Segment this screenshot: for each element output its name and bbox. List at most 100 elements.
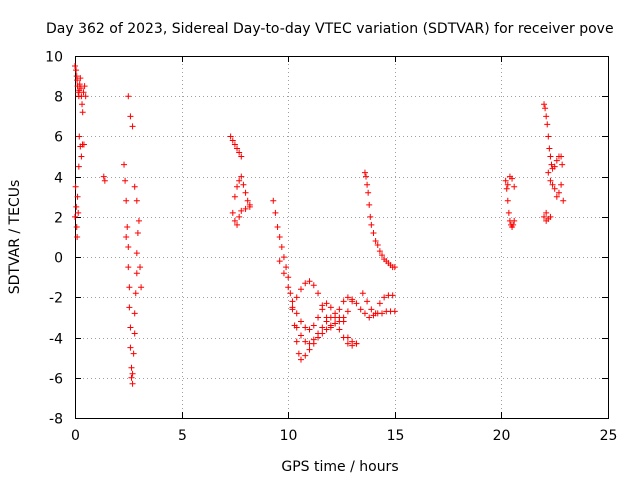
data-point bbox=[370, 229, 377, 236]
data-point bbox=[242, 205, 249, 212]
data-point bbox=[511, 183, 518, 190]
data-point bbox=[82, 93, 89, 100]
data-point bbox=[280, 254, 287, 261]
y-tick-label: 0 bbox=[54, 251, 63, 267]
data-point bbox=[242, 189, 249, 196]
data-point bbox=[503, 185, 510, 192]
data-point bbox=[297, 286, 304, 293]
data-point bbox=[132, 290, 139, 297]
data-point bbox=[289, 304, 296, 311]
data-points bbox=[72, 63, 567, 387]
data-point bbox=[246, 201, 253, 208]
data-point bbox=[293, 324, 300, 331]
data-point bbox=[319, 302, 326, 309]
data-point bbox=[100, 173, 107, 180]
data-point bbox=[73, 67, 80, 74]
data-point bbox=[543, 209, 550, 216]
data-point bbox=[391, 308, 398, 315]
data-point bbox=[504, 181, 511, 188]
data-point bbox=[389, 292, 396, 299]
data-point bbox=[327, 314, 334, 321]
data-point bbox=[276, 234, 283, 240]
data-point bbox=[125, 244, 132, 251]
data-point bbox=[72, 213, 78, 220]
data-point bbox=[366, 314, 373, 321]
data-point bbox=[363, 173, 370, 180]
data-point bbox=[121, 161, 128, 168]
data-point bbox=[509, 175, 516, 182]
data-point bbox=[244, 197, 251, 204]
data-point bbox=[544, 121, 551, 128]
data-point bbox=[75, 209, 82, 216]
data-point bbox=[77, 75, 84, 82]
data-point bbox=[368, 221, 375, 228]
data-point bbox=[131, 183, 138, 190]
data-point bbox=[234, 183, 241, 190]
data-point bbox=[295, 350, 302, 357]
data-point bbox=[553, 157, 560, 164]
data-point bbox=[381, 294, 388, 301]
data-point bbox=[80, 141, 87, 148]
data-point bbox=[376, 300, 383, 307]
data-point bbox=[364, 181, 371, 188]
data-point bbox=[344, 340, 351, 347]
data-point bbox=[231, 141, 238, 148]
data-point bbox=[126, 284, 133, 291]
data-point bbox=[238, 153, 245, 160]
data-point bbox=[541, 213, 548, 220]
data-point bbox=[504, 197, 511, 204]
data-point bbox=[353, 340, 360, 347]
data-point bbox=[340, 334, 347, 341]
data-point bbox=[336, 326, 343, 333]
data-point bbox=[359, 290, 366, 297]
data-point bbox=[372, 238, 379, 245]
data-point bbox=[372, 310, 379, 317]
data-point bbox=[297, 332, 304, 339]
y-tick-label: -2 bbox=[49, 291, 63, 307]
data-point bbox=[131, 310, 138, 317]
data-point bbox=[133, 250, 140, 257]
data-point bbox=[323, 300, 330, 307]
data-point bbox=[306, 326, 313, 333]
data-point bbox=[272, 209, 279, 216]
data-point bbox=[231, 193, 238, 200]
x-tick-label: 25 bbox=[600, 428, 618, 444]
data-point bbox=[135, 217, 142, 224]
data-point bbox=[229, 137, 236, 144]
data-point bbox=[302, 280, 309, 287]
data-point bbox=[357, 306, 364, 313]
data-point bbox=[231, 217, 238, 224]
data-point bbox=[79, 101, 86, 108]
data-point bbox=[379, 252, 386, 259]
data-point bbox=[560, 197, 567, 204]
data-point bbox=[122, 177, 129, 184]
data-point bbox=[543, 113, 550, 120]
data-point bbox=[125, 93, 132, 100]
data-point bbox=[302, 338, 309, 345]
data-point bbox=[336, 306, 343, 313]
chart-title: Day 362 of 2023, Sidereal Day-to-day VTE… bbox=[46, 21, 614, 37]
data-point bbox=[553, 193, 560, 200]
data-point bbox=[315, 290, 322, 297]
data-point bbox=[80, 89, 87, 96]
data-point bbox=[278, 244, 285, 251]
data-point bbox=[391, 264, 398, 271]
data-point bbox=[558, 181, 565, 188]
data-point bbox=[555, 189, 562, 196]
data-point bbox=[74, 234, 81, 240]
data-point bbox=[123, 234, 130, 240]
data-point bbox=[101, 177, 108, 184]
data-point bbox=[361, 169, 368, 176]
data-point bbox=[124, 223, 131, 230]
data-point bbox=[238, 173, 245, 180]
data-point bbox=[236, 149, 243, 156]
data-point bbox=[551, 185, 558, 192]
data-point bbox=[78, 153, 85, 160]
data-point bbox=[127, 344, 134, 351]
data-point bbox=[126, 304, 133, 311]
data-point bbox=[349, 342, 356, 349]
data-point bbox=[559, 161, 566, 168]
data-point bbox=[297, 318, 304, 325]
data-point bbox=[558, 153, 565, 160]
y-axis-label: SDTVAR / TECUs bbox=[7, 180, 23, 295]
